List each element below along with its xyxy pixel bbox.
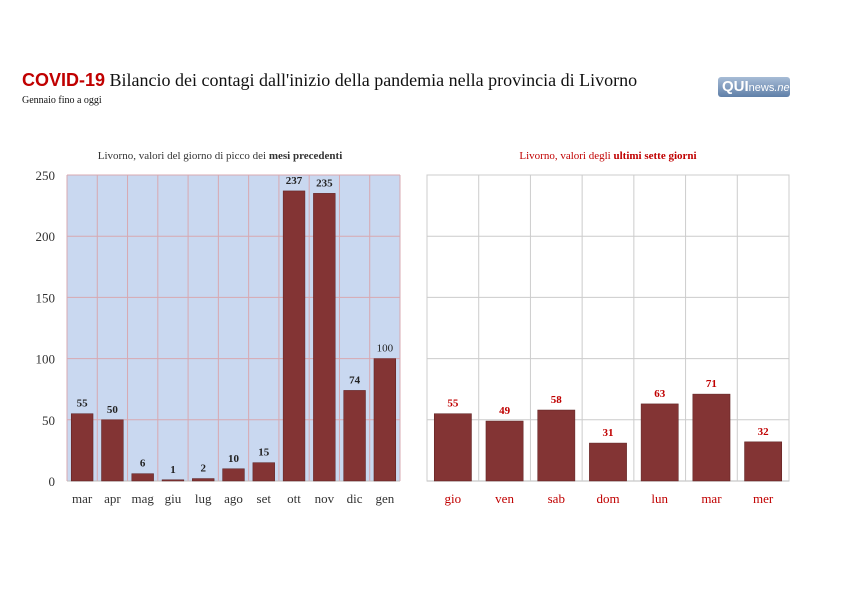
data-label: 71 (706, 378, 717, 390)
bar-mar (692, 393, 731, 482)
x-tick-label: apr (104, 491, 121, 506)
data-label: 100 (377, 343, 394, 355)
chart-title: Livorno, valori degli ultimi sette giorn… (519, 150, 696, 162)
x-tick-label: mer (753, 491, 774, 506)
bar-apr (101, 419, 124, 482)
chart-title-plain: Livorno, valori del giorno di picco dei (98, 150, 269, 162)
bar-ago (222, 468, 245, 482)
x-tick-label: dom (596, 491, 619, 506)
chart-title: Livorno, valori del giorno di picco dei … (98, 150, 343, 162)
data-label: 58 (551, 394, 563, 406)
chart-title-plain: Livorno, valori degli (519, 150, 613, 162)
subtitle: Gennaio fino a oggi (22, 95, 102, 106)
bar-lun (640, 403, 679, 482)
data-label: 63 (654, 388, 666, 400)
bar-giu (161, 479, 185, 482)
x-tick-label: gio (445, 491, 462, 506)
bar-gen (373, 358, 397, 482)
x-tick-label: giu (165, 491, 182, 506)
x-tick-label: mar (72, 491, 93, 506)
x-tick-label: sab (548, 491, 565, 506)
bar-dic (343, 390, 366, 482)
data-label: 74 (349, 374, 361, 386)
data-label: 49 (499, 405, 511, 417)
bar-set (252, 462, 275, 482)
data-label: 32 (758, 426, 770, 438)
chart-title-bold: ultimi sette giorni (613, 150, 696, 162)
y-tick-label: 100 (36, 352, 56, 367)
x-tick-label: mag (131, 491, 154, 506)
data-label: 10 (228, 453, 240, 465)
x-tick-label: ago (224, 491, 243, 506)
logo: QUInews.net (718, 77, 793, 97)
title-text: Bilancio dei contagi dall'inizio della p… (105, 70, 638, 90)
bar-ven (485, 420, 524, 482)
y-tick-label: 250 (36, 168, 56, 183)
data-label: 237 (286, 175, 303, 187)
x-tick-label: lug (195, 491, 212, 506)
y-tick-label: 50 (42, 413, 55, 428)
bar-gio (433, 413, 472, 482)
bar-dom (589, 442, 627, 482)
x-tick-label: set (257, 491, 272, 506)
page-title: COVID-19 Bilancio dei contagi dall'inizi… (22, 70, 637, 91)
bar-lug (192, 478, 215, 482)
data-label: 235 (316, 177, 333, 189)
bar-mer (744, 441, 783, 482)
y-tick-label: 200 (36, 229, 56, 244)
data-label: 55 (77, 398, 89, 410)
bar-mag (131, 473, 154, 482)
x-tick-label: mar (701, 491, 722, 506)
data-label: 50 (107, 404, 119, 416)
bar-mar (70, 413, 94, 482)
bar-sab (537, 409, 576, 482)
x-tick-label: lun (651, 491, 668, 506)
data-label: 55 (447, 398, 459, 410)
title-highlight: COVID-19 (22, 70, 106, 90)
x-tick-label: dic (347, 491, 363, 506)
data-label: 31 (603, 427, 614, 439)
data-label: 15 (258, 447, 270, 459)
x-tick-label: ven (495, 491, 514, 506)
data-label: 6 (140, 458, 146, 470)
data-label: 1 (170, 464, 176, 476)
x-tick-label: ott (287, 491, 301, 506)
bar-ott (282, 190, 306, 482)
x-tick-label: nov (315, 491, 335, 506)
chart-title-bold: mesi precedenti (269, 150, 342, 162)
x-tick-label: gen (375, 491, 394, 506)
y-tick-label: 0 (49, 474, 56, 489)
data-label: 2 (200, 463, 206, 475)
bar-nov (313, 193, 336, 482)
y-tick-label: 150 (36, 290, 56, 305)
